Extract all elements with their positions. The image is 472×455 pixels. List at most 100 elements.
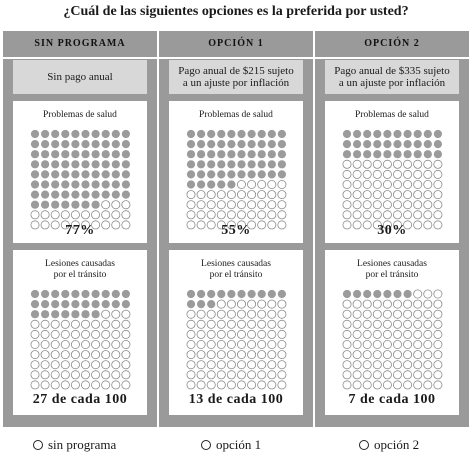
person-dot-affected	[373, 150, 382, 159]
annual-cost-text: Pago anual de $215 sujeto	[178, 65, 294, 77]
person-dot-unaffected	[111, 319, 121, 329]
person-dot-unaffected	[196, 329, 206, 339]
person-dot-unaffected	[423, 360, 433, 370]
person-dot-unaffected	[50, 350, 60, 360]
radio-sin-programa[interactable]	[33, 440, 43, 450]
person-dot-affected	[111, 170, 120, 179]
person-dot-unaffected	[196, 380, 206, 390]
person-dot-affected	[30, 200, 40, 209]
annual-cost-text: a un ajuste por inflación	[182, 77, 290, 89]
person-dot-unaffected	[121, 380, 131, 390]
person-dot-affected	[30, 300, 40, 309]
person-dot-unaffected	[393, 329, 403, 339]
person-dot-unaffected	[111, 200, 121, 210]
person-dot-unaffected	[121, 350, 131, 360]
person-dot-unaffected	[413, 159, 423, 169]
person-dot-affected	[61, 129, 70, 139]
person-dot-unaffected	[413, 289, 423, 299]
person-dot-unaffected	[362, 370, 372, 380]
person-dot-unaffected	[433, 289, 443, 299]
person-dot-unaffected	[206, 210, 216, 220]
person-dot-affected	[121, 150, 130, 159]
person-dot-unaffected	[342, 169, 352, 179]
person-dot-affected	[277, 170, 286, 179]
person-dot-affected	[41, 289, 50, 299]
person-dot-unaffected	[403, 210, 413, 220]
person-dot-unaffected	[423, 319, 433, 329]
traffic-injuries-panel: Lesiones causadas por el tránsito 7 de cad…	[325, 250, 459, 415]
person-dot-unaffected	[403, 319, 413, 329]
person-dot-unaffected	[196, 309, 206, 319]
person-dot-unaffected	[101, 210, 111, 220]
person-dot-unaffected	[342, 340, 352, 350]
person-dot-affected	[423, 150, 432, 159]
person-dot-affected	[217, 160, 226, 169]
person-dot-affected	[81, 310, 90, 319]
person-dot-affected	[30, 190, 40, 199]
person-dot-affected	[101, 129, 110, 139]
person-dot-affected	[277, 289, 286, 299]
person-dot-unaffected	[382, 169, 392, 179]
person-dot-unaffected	[342, 210, 352, 220]
person-dot-affected	[433, 129, 442, 139]
person-dot-unaffected	[247, 299, 257, 309]
person-dot-unaffected	[237, 200, 247, 210]
person-dot-unaffected	[277, 200, 287, 210]
person-dot-unaffected	[91, 210, 101, 220]
person-dot-unaffected	[81, 350, 91, 360]
person-dot-unaffected	[237, 180, 247, 190]
traffic-injuries-title: Lesiones causadas	[201, 259, 271, 269]
person-dot-unaffected	[111, 380, 121, 390]
person-dot-unaffected	[247, 350, 257, 360]
person-dot-unaffected	[393, 180, 403, 190]
person-dot-unaffected	[121, 309, 131, 319]
person-dot-unaffected	[30, 329, 40, 339]
person-dot-unaffected	[30, 350, 40, 360]
person-dot-unaffected	[216, 370, 226, 380]
person-dot-unaffected	[186, 210, 196, 220]
person-dot-unaffected	[257, 360, 267, 370]
person-dot-unaffected	[342, 319, 352, 329]
annual-cost-text: a un ajuste por inflación	[338, 77, 446, 89]
person-dot-unaffected	[186, 360, 196, 370]
person-dot-unaffected	[372, 180, 382, 190]
choice-label: opción 2	[374, 437, 420, 452]
person-dot-affected	[186, 150, 196, 159]
person-dot-unaffected	[216, 299, 226, 309]
choice-opcion-2[interactable]: opción 2	[359, 436, 419, 454]
choice-opcion-1[interactable]: opción 1	[201, 436, 261, 454]
person-dot-unaffected	[257, 200, 267, 210]
person-dot-affected	[186, 170, 196, 179]
person-dot-unaffected	[121, 200, 131, 210]
person-dot-affected	[61, 170, 70, 179]
person-dot-unaffected	[81, 220, 91, 230]
person-dot-affected	[237, 289, 246, 299]
person-dot-affected	[111, 150, 120, 159]
person-dot-unaffected	[186, 370, 196, 380]
person-dot-unaffected	[362, 210, 372, 220]
person-dot-affected	[277, 160, 286, 169]
person-dot-unaffected	[267, 329, 277, 339]
person-dot-unaffected	[216, 350, 226, 360]
person-dot-unaffected	[433, 220, 443, 230]
person-dot-affected	[121, 180, 130, 189]
person-dot-unaffected	[60, 370, 70, 380]
radio-opcion-1[interactable]	[201, 440, 211, 450]
person-dot-affected	[71, 140, 80, 149]
person-dot-unaffected	[277, 370, 287, 380]
person-dot-unaffected	[60, 319, 70, 329]
choice-sin-programa[interactable]: sin programa	[33, 436, 116, 454]
person-dot-unaffected	[237, 220, 247, 230]
person-dot-unaffected	[277, 340, 287, 350]
person-dot-unaffected	[50, 210, 60, 220]
person-dot-unaffected	[403, 190, 413, 200]
person-dot-unaffected	[216, 200, 226, 210]
radio-opcion-2[interactable]	[359, 440, 369, 450]
person-dot-affected	[217, 129, 226, 139]
person-dot-affected	[267, 150, 276, 159]
person-dot-affected	[81, 160, 90, 169]
person-dot-affected	[247, 150, 256, 159]
person-dot-affected	[41, 180, 50, 189]
person-dot-unaffected	[40, 340, 50, 350]
person-dot-unaffected	[186, 200, 196, 210]
